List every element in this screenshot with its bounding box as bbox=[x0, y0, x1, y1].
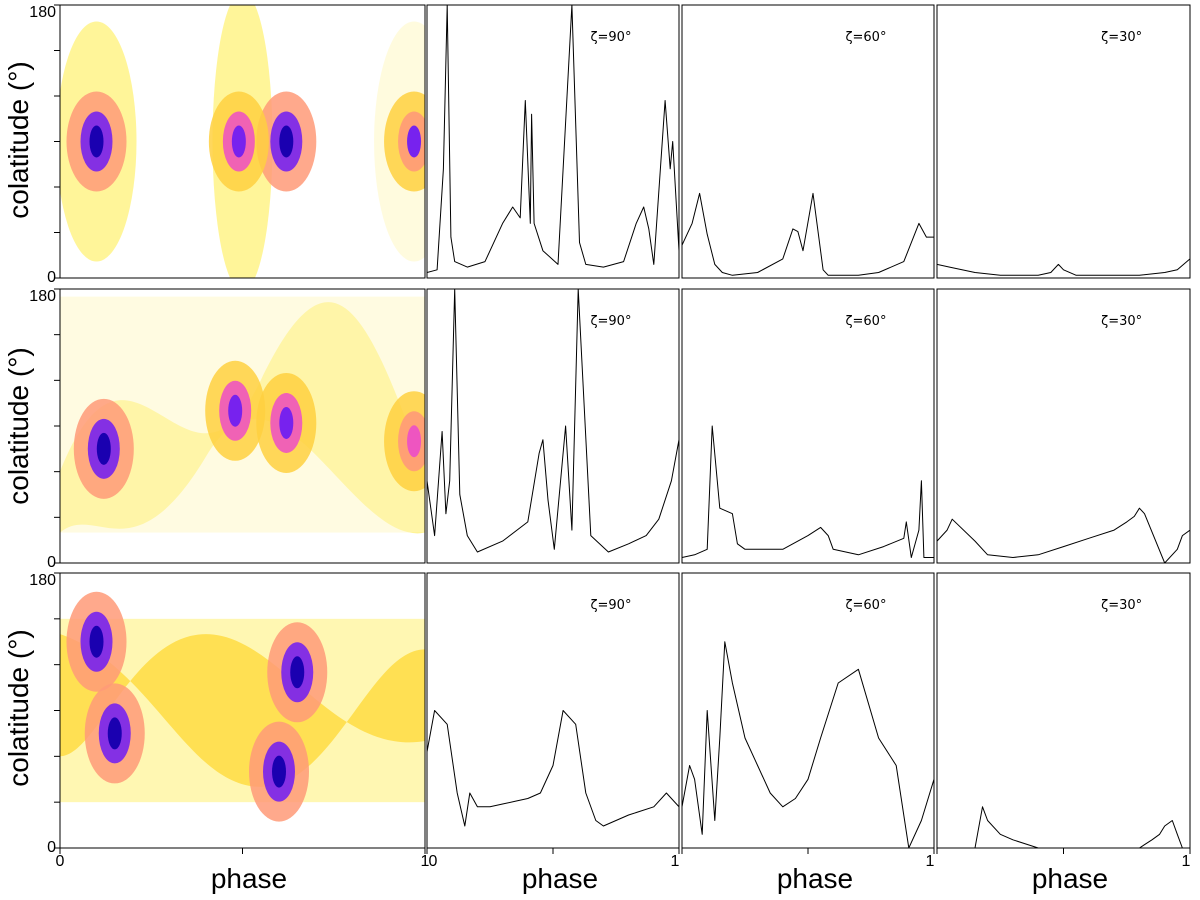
lightcurve-zeta-label: ζ=60° bbox=[845, 30, 886, 45]
lightcurve-zeta-label: ζ=30° bbox=[1101, 30, 1142, 45]
y-axis-label: colatitude (°) bbox=[3, 61, 34, 219]
lightcurve-line bbox=[427, 5, 679, 273]
heatmap-feature-core bbox=[228, 394, 243, 427]
x-axis-label: phase bbox=[211, 863, 287, 894]
heatmap-feature-core bbox=[96, 432, 111, 465]
lightcurve-zeta-label: ζ=90° bbox=[590, 314, 631, 329]
lightcurve-background bbox=[682, 573, 934, 848]
lightcurve-line bbox=[937, 507, 1190, 563]
lightcurve-zeta-label: ζ=60° bbox=[845, 314, 886, 329]
lightcurve-frame bbox=[681, 288, 935, 564]
heatmap-feature-core bbox=[272, 755, 286, 788]
lightcurve-background bbox=[682, 289, 934, 563]
lightcurve-zeta-label: ζ=90° bbox=[590, 30, 631, 45]
heatmap-panel bbox=[60, 289, 425, 563]
lightcurve-zeta-label: ζ=60° bbox=[845, 598, 886, 613]
heatmap-band bbox=[60, 634, 425, 787]
lightcurve-panel bbox=[682, 289, 934, 563]
lightcurve-background bbox=[427, 573, 679, 848]
lightcurve-panel bbox=[682, 573, 934, 848]
y-tick-label: 0 bbox=[47, 839, 56, 856]
y-tick-label: 180 bbox=[29, 572, 56, 589]
lightcurve-panel bbox=[937, 5, 1190, 278]
lightcurve-line bbox=[427, 289, 679, 553]
lightcurve-line bbox=[682, 425, 934, 558]
x-axis-label: phase bbox=[777, 863, 853, 894]
lightcurve-panel bbox=[427, 573, 679, 848]
heatmap-feature-core bbox=[290, 656, 305, 689]
y-tick-label: 0 bbox=[47, 554, 56, 571]
lightcurve-background bbox=[937, 573, 1190, 848]
lightcurve-background bbox=[427, 289, 679, 563]
lightcurve-panel bbox=[427, 289, 679, 563]
lightcurve-background bbox=[427, 5, 679, 278]
lightcurve-background bbox=[682, 5, 934, 278]
lightcurve-frame bbox=[426, 288, 680, 564]
x-tick-label: 1 bbox=[1182, 853, 1191, 870]
lightcurve-frame bbox=[681, 4, 935, 279]
lightcurve-panel bbox=[937, 289, 1190, 563]
heatmap-panels bbox=[60, 5, 425, 848]
lightcurve-line bbox=[937, 258, 1190, 276]
y-axis-label: colatitude (°) bbox=[3, 347, 34, 505]
lightcurve-panel bbox=[682, 5, 934, 278]
x-tick-label: 1 bbox=[671, 853, 680, 870]
heatmap-feature-core bbox=[407, 425, 422, 458]
x-tick-label: 0 bbox=[56, 853, 65, 870]
heatmap-feature-core bbox=[231, 125, 246, 158]
lightcurve-line bbox=[682, 641, 934, 848]
lightcurve-frame bbox=[936, 4, 1191, 279]
heatmap-panel bbox=[60, 573, 425, 848]
lightcurve-frame bbox=[426, 4, 680, 279]
x-tick-label: 0 bbox=[429, 853, 438, 870]
lightcurve-panel bbox=[937, 573, 1190, 848]
x-axis-label: phase bbox=[522, 863, 598, 894]
lightcurve-zeta-label: ζ=90° bbox=[590, 598, 631, 613]
lightcurve-zeta-label: ζ=30° bbox=[1101, 598, 1142, 613]
heatmap-feature-core bbox=[89, 125, 104, 158]
y-tick-label: 0 bbox=[47, 269, 56, 286]
lightcurve-panel bbox=[427, 5, 679, 278]
y-axis-label: colatitude (°) bbox=[3, 629, 34, 787]
lightcurve-background bbox=[937, 5, 1190, 278]
lightcurve-panels bbox=[427, 5, 1190, 848]
x-tick-label: 1 bbox=[421, 853, 430, 870]
lightcurve-zeta-label: ζ=30° bbox=[1101, 314, 1142, 329]
y-tick-label: 180 bbox=[29, 4, 56, 21]
lightcurve-line bbox=[974, 806, 1183, 848]
y-tick-label: 180 bbox=[29, 288, 56, 305]
heatmap-panel bbox=[60, 5, 425, 278]
lightcurve-line bbox=[682, 192, 934, 276]
x-axis-label: phase bbox=[1032, 863, 1108, 894]
heatmap-feature-core bbox=[279, 125, 294, 158]
heatmap-feature-core bbox=[89, 625, 104, 658]
heatmap-feature-core bbox=[107, 717, 122, 750]
heatmap-feature-core bbox=[407, 125, 422, 158]
x-tick-label: 1 bbox=[926, 853, 935, 870]
lightcurve-frame bbox=[936, 288, 1191, 564]
lightcurve-background bbox=[937, 289, 1190, 563]
lightcurve-line bbox=[427, 710, 679, 827]
heatmap-feature-core bbox=[279, 406, 294, 439]
